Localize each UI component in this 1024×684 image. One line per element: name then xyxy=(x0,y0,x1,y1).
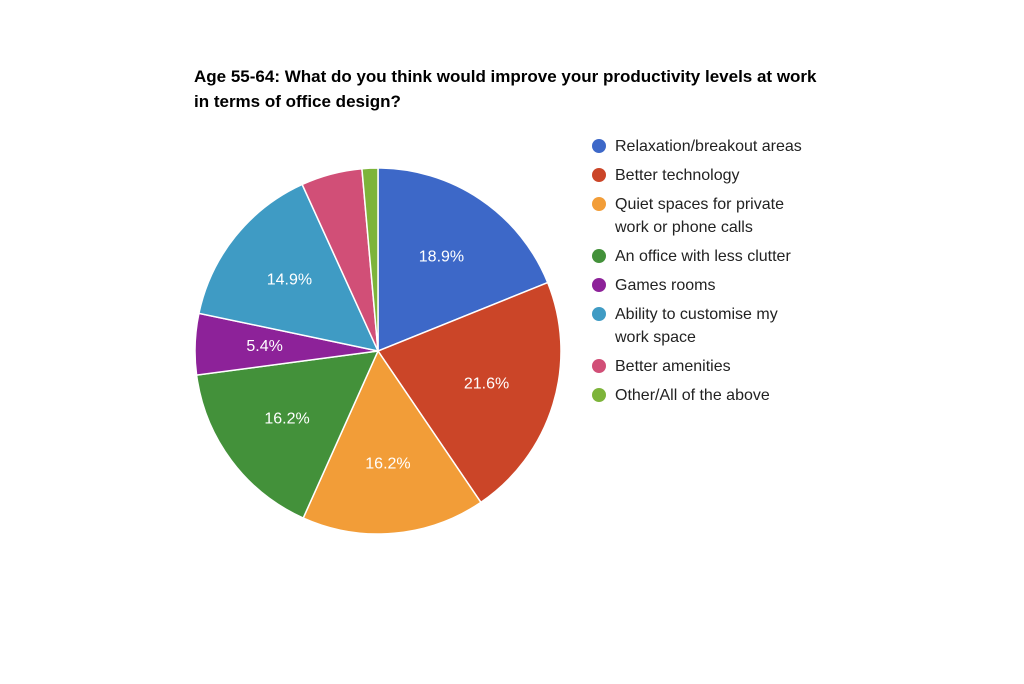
legend-item-3: An office with less clutter xyxy=(592,245,812,268)
pie-slice-0 xyxy=(377,167,549,353)
legend-label-5: Ability to customise my work space xyxy=(615,306,778,346)
pie-slice-7 xyxy=(361,167,379,352)
legend-swatch-7 xyxy=(592,388,606,402)
legend-label-7: Other/All of the above xyxy=(615,387,770,404)
legend-swatch-4 xyxy=(592,278,606,292)
legend-item-1: Better technology xyxy=(592,164,812,187)
slice-label-1: 21.6% xyxy=(464,376,509,393)
legend-item-0: Relaxation/breakout areas xyxy=(592,135,812,158)
pie-slice-5 xyxy=(198,183,380,353)
slice-label-3: 16.2% xyxy=(264,410,309,427)
legend-swatch-1 xyxy=(592,168,606,182)
legend-label-2: Quiet spaces for private work or phone c… xyxy=(615,196,784,236)
slice-label-4: 5.4% xyxy=(246,338,282,355)
legend-item-2: Quiet spaces for private work or phone c… xyxy=(592,193,812,239)
chart-title: Age 55-64: What do you think would impro… xyxy=(194,67,817,111)
legend-label-0: Relaxation/breakout areas xyxy=(615,138,802,155)
legend-swatch-2 xyxy=(592,197,606,211)
legend-item-4: Games rooms xyxy=(592,274,812,297)
legend-label-1: Better technology xyxy=(615,167,740,184)
legend-item-5: Ability to customise my work space xyxy=(592,303,812,349)
slice-label-2: 16.2% xyxy=(365,456,410,473)
legend-label-3: An office with less clutter xyxy=(615,248,791,265)
pie-slice-1 xyxy=(376,281,562,504)
slice-label-0: 18.9% xyxy=(419,248,464,265)
legend-item-6: Better amenities xyxy=(592,355,812,378)
chart-legend: Relaxation/breakout areas Better technolo… xyxy=(592,135,812,413)
pie-slice-2 xyxy=(302,349,482,535)
pie-slices xyxy=(194,167,562,535)
legend-swatch-0 xyxy=(592,139,606,153)
legend-swatch-6 xyxy=(592,359,606,373)
legend-swatch-3 xyxy=(592,249,606,263)
slice-label-5: 14.9% xyxy=(267,272,312,289)
legend-label-4: Games rooms xyxy=(615,277,716,294)
legend-item-7: Other/All of the above xyxy=(592,384,812,407)
pie-slice-3 xyxy=(195,350,380,520)
pie-slice-labels: 18.9% 21.6% 16.2% 16.2% 5.4% 14.9% xyxy=(246,248,509,472)
legend-swatch-5 xyxy=(592,307,606,321)
legend-label-6: Better amenities xyxy=(615,358,731,375)
